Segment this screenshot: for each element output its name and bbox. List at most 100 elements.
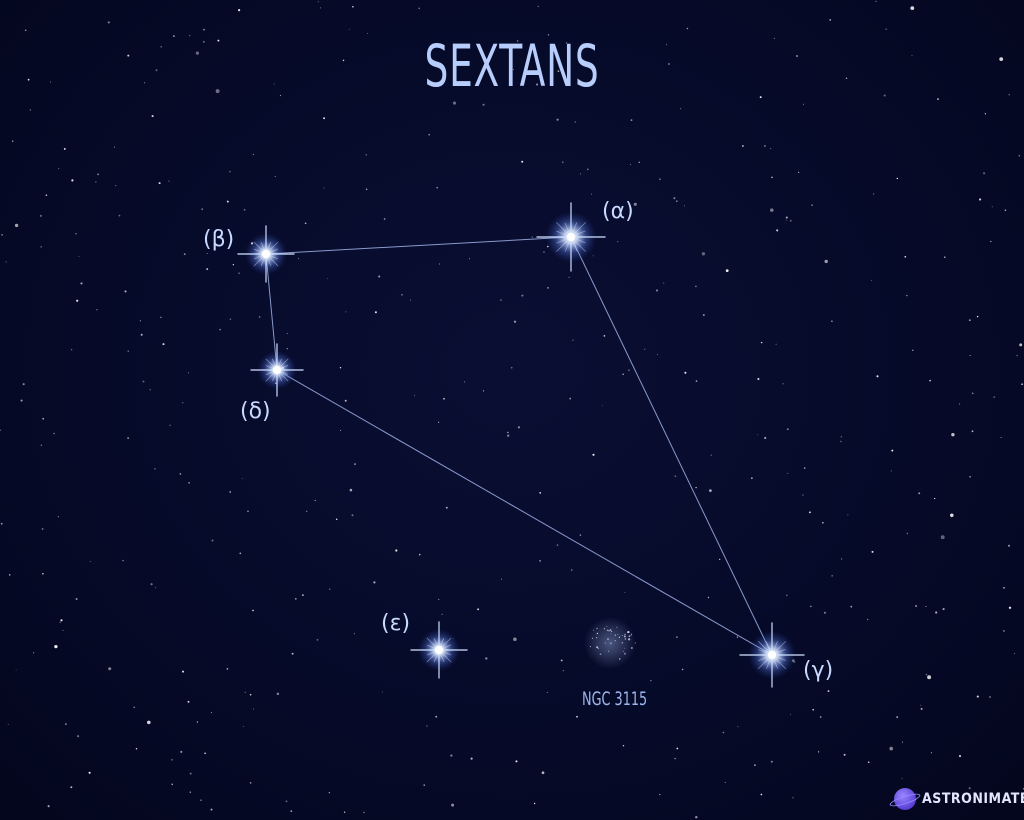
background-star [243,208,246,211]
background-star [437,85,439,88]
constellation-line-beta-alpha [265,236,572,255]
background-star [229,490,232,493]
background-star [764,436,767,440]
cluster-star [596,637,598,639]
background-star [929,379,931,382]
background-star [603,335,606,337]
background-star [622,744,625,747]
background-star [959,403,961,405]
background-star [290,810,293,812]
background-star [911,54,913,56]
background-star [226,668,229,670]
background-star [675,200,678,203]
background-star [183,253,186,256]
background-star [971,430,974,433]
background-star [891,449,894,452]
background-star [439,263,441,265]
background-star [576,715,578,718]
background-star [1000,437,1002,439]
background-star [24,29,27,32]
background-star [915,605,918,607]
background-star [1008,544,1010,547]
background-star [76,299,79,302]
background-star [274,175,276,178]
background-star [562,670,564,672]
background-star [352,6,354,8]
background-star [438,421,440,423]
background-star [171,783,174,786]
background-star [969,476,971,478]
background-star [249,782,252,784]
background-star [930,752,932,754]
background-star [841,558,843,560]
background-star [507,434,510,437]
background-star [991,206,993,208]
background-star [885,28,887,30]
background-star [510,366,513,369]
background-star [668,63,670,65]
background-star [305,510,308,513]
background-star [345,311,347,313]
background-star [40,246,42,248]
background-star [189,35,191,37]
background-star [592,255,594,257]
background-star [810,605,812,608]
ngc-3115-label: NGC 3115 [582,688,648,710]
background-star [983,172,986,175]
background-star [925,605,927,608]
background-star [57,516,59,518]
background-star [12,140,14,142]
background-star [54,644,58,649]
cluster-star [609,629,612,631]
background-star [999,57,1004,62]
background-star [1003,630,1005,632]
background-star [410,299,411,301]
background-star [108,667,112,671]
background-star [562,161,564,163]
background-star [160,45,163,48]
background-star [770,148,772,150]
background-star [210,712,212,713]
background-star [574,121,576,123]
background-star [252,609,254,612]
background-star [395,549,398,552]
background-star [249,693,252,696]
background-star [470,757,473,760]
background-star [719,558,721,561]
background-star [695,815,698,819]
background-star [592,453,595,456]
background-star [539,492,542,494]
background-star [568,276,570,278]
background-star [515,760,518,763]
background-star [792,797,794,799]
background-star [736,636,739,638]
background-star [158,182,161,185]
cluster-star [599,653,602,655]
background-star [776,229,779,232]
background-star [418,7,420,10]
background-star [622,373,624,375]
background-star [1013,652,1016,655]
background-star [1003,587,1005,589]
background-star [773,37,775,39]
constellation-lines [265,236,773,656]
constellation-line-delta-gamma [276,369,773,656]
background-star [937,98,939,101]
background-star [151,115,154,118]
background-star [845,77,848,79]
background-star [934,497,936,500]
background-star [173,35,175,37]
background-star [247,510,249,513]
cluster-star [611,631,613,633]
background-star [927,675,932,680]
background-star [143,82,145,84]
star-delta [250,343,304,397]
background-star [8,574,11,576]
star-label-delta: (δ) [240,399,271,424]
cluster-star [596,646,599,649]
background-star [115,185,117,187]
background-star [438,598,440,601]
background-star [219,328,221,331]
background-star [912,349,914,351]
background-star [463,381,465,383]
